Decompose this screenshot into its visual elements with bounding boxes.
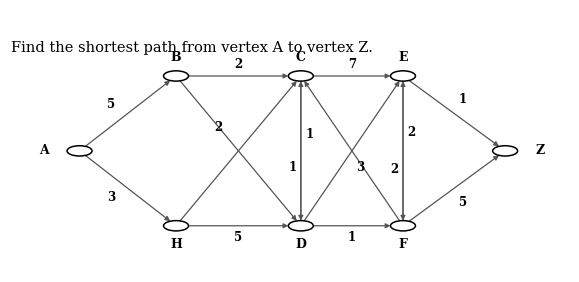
- Text: 1: 1: [459, 93, 467, 106]
- Circle shape: [288, 221, 313, 231]
- Text: H: H: [170, 238, 182, 251]
- Text: 3: 3: [356, 161, 365, 174]
- Text: 1: 1: [305, 128, 313, 141]
- Circle shape: [493, 146, 518, 156]
- Text: 5: 5: [234, 231, 243, 244]
- Circle shape: [67, 146, 92, 156]
- Text: Find the shortest path from vertex A to vertex Z.: Find the shortest path from vertex A to …: [12, 41, 373, 55]
- Text: 2: 2: [234, 58, 243, 71]
- Text: D: D: [295, 238, 306, 251]
- Text: 2: 2: [390, 163, 398, 176]
- Text: 3: 3: [107, 191, 115, 204]
- Text: 2: 2: [408, 126, 416, 139]
- Text: B: B: [171, 51, 181, 64]
- Circle shape: [390, 71, 416, 81]
- Text: E: E: [398, 51, 408, 64]
- Circle shape: [163, 221, 189, 231]
- Circle shape: [288, 71, 313, 81]
- Text: 1: 1: [288, 161, 296, 174]
- Text: C: C: [296, 51, 306, 64]
- Circle shape: [390, 221, 416, 231]
- Text: 5: 5: [459, 196, 467, 209]
- Circle shape: [163, 71, 189, 81]
- Text: 7: 7: [348, 58, 356, 71]
- Text: Z: Z: [536, 144, 545, 157]
- Text: A: A: [39, 144, 49, 157]
- Text: F: F: [398, 238, 408, 251]
- Text: 2: 2: [214, 121, 223, 134]
- Text: 5: 5: [107, 98, 115, 111]
- Text: 1: 1: [348, 231, 356, 244]
